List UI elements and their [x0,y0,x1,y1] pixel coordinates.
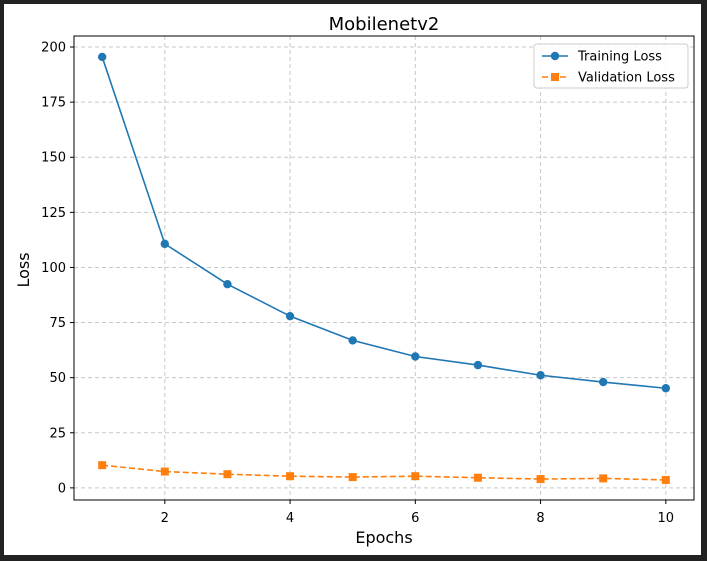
data-point [348,336,357,345]
legend-box [533,43,689,89]
data-point [473,473,482,482]
data-point [411,352,420,361]
y-tick-label: 150 [41,151,66,166]
data-point [223,470,232,479]
x-axis-title: Epochs [355,528,412,547]
data-point [348,473,357,482]
y-tick-label: 25 [49,426,66,441]
data-point [661,384,671,393]
y-tick-label: 100 [41,261,66,276]
data-point [98,461,107,470]
data-point [223,280,232,289]
x-tick-label: 8 [536,511,544,526]
series-layer [97,52,671,484]
chart-title: Mobilenetv2 [329,14,440,35]
figure: Mobilenetv2 Epochs Loss 2 4 6 8 10 0 25 50 75 100… [4,4,701,555]
y-tick-label: 125 [41,206,66,221]
legend-marker [550,51,560,61]
plot-frame [73,35,695,501]
data-point [160,239,170,249]
data-point [97,52,107,62]
x-tick-label: 6 [411,511,419,526]
y-tick-label: 0 [58,481,66,496]
data-point [536,475,545,484]
data-point [411,472,420,481]
data-point [285,311,295,321]
data-point [286,472,295,481]
data-point [661,475,670,484]
y-tick-label: 50 [49,371,66,386]
series-line-2 [102,464,666,481]
legend-label: Validation Loss [578,71,675,86]
data-point [599,474,608,483]
legend-label: Training Loss [577,50,662,65]
x-tick-label: 4 [286,511,294,526]
series-line-1 [101,56,666,390]
legend: Training Loss Validation Loss [533,43,689,89]
x-tick-label: 10 [658,511,675,526]
y-tick-label: 175 [41,96,66,111]
data-point [473,360,483,370]
data-point [160,467,169,476]
legend-marker [551,73,559,81]
y-tick-label: 200 [41,41,66,56]
line-chart: Mobilenetv2 Epochs Loss 2 4 6 8 100255075100… [14,14,695,547]
y-tick-label: 75 [49,316,66,331]
data-point [536,371,545,380]
data-point [598,377,608,387]
y-axis-title: Loss [14,252,33,287]
x-tick-label: 2 [161,511,169,526]
grid [74,36,694,500]
